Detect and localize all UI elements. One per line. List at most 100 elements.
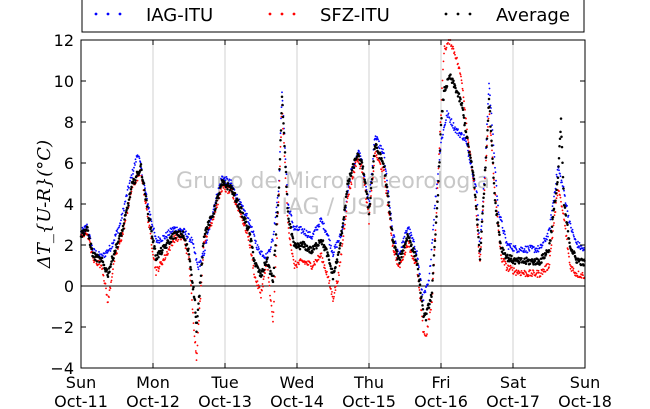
data-point — [140, 168, 143, 172]
data-point — [450, 44, 453, 46]
data-point — [387, 191, 390, 193]
data-point — [145, 201, 147, 204]
data-point — [570, 226, 572, 229]
data-point — [206, 227, 209, 231]
data-point — [573, 235, 575, 238]
data-point — [160, 261, 162, 263]
data-point — [247, 217, 250, 220]
data-point — [445, 114, 448, 117]
data-point — [319, 256, 321, 259]
data-point — [269, 269, 272, 273]
data-point — [366, 201, 368, 204]
data-point — [533, 246, 535, 248]
data-point — [457, 134, 460, 137]
data-point — [447, 112, 450, 115]
data-point — [256, 284, 258, 287]
data-point — [574, 238, 577, 241]
data-point — [365, 185, 367, 188]
data-point — [541, 252, 545, 256]
data-point — [430, 291, 434, 294]
data-point — [102, 274, 105, 277]
data-point — [452, 127, 454, 129]
data-point — [155, 274, 157, 276]
data-point — [341, 222, 345, 225]
data-point — [354, 161, 357, 164]
data-point — [547, 248, 551, 252]
data-point — [575, 272, 578, 275]
data-point — [98, 251, 100, 253]
data-point — [564, 227, 567, 230]
data-point — [108, 249, 110, 251]
data-point — [461, 87, 464, 90]
data-point — [280, 106, 283, 108]
data-point — [271, 315, 274, 318]
data-point — [482, 192, 486, 196]
data-point — [567, 214, 570, 217]
data-point — [365, 190, 368, 193]
data-point — [461, 108, 465, 112]
data-point — [104, 252, 106, 255]
data-point — [295, 228, 297, 231]
data-point — [276, 201, 278, 204]
data-point — [409, 241, 412, 244]
data-point — [184, 239, 187, 242]
data-point — [372, 170, 375, 173]
data-point — [512, 273, 515, 275]
data-point — [159, 246, 163, 250]
data-point — [338, 235, 341, 238]
data-point — [499, 241, 502, 245]
data-point — [276, 197, 279, 199]
data-point — [543, 237, 546, 240]
data-point — [358, 150, 360, 153]
data-point — [434, 221, 438, 224]
x-tick-label-day: Thu — [353, 373, 384, 392]
data-point — [401, 241, 403, 244]
data-point — [450, 118, 453, 120]
data-point — [252, 264, 255, 267]
data-point — [103, 280, 105, 282]
data-point — [151, 225, 154, 228]
data-point — [101, 260, 105, 264]
data-point — [480, 228, 482, 231]
data-point — [122, 233, 124, 236]
data-point — [532, 270, 535, 272]
data-point — [334, 266, 337, 269]
data-point — [331, 249, 333, 252]
data-point — [341, 228, 344, 231]
data-point — [238, 202, 241, 206]
data-point — [480, 225, 483, 228]
data-point — [154, 266, 157, 268]
data-point — [467, 141, 470, 144]
data-point — [425, 312, 428, 316]
data-point — [485, 154, 488, 157]
data-point — [492, 176, 495, 180]
data-point — [168, 246, 171, 248]
data-point — [395, 250, 399, 253]
data-point — [451, 124, 454, 127]
data-point — [537, 245, 539, 247]
data-point — [281, 91, 283, 94]
data-point — [188, 260, 192, 263]
data-point — [331, 291, 333, 293]
data-point — [149, 213, 152, 216]
data-point — [433, 239, 437, 243]
data-point — [305, 261, 308, 264]
data-point — [277, 190, 280, 193]
y-tick-label: 0 — [64, 277, 74, 296]
data-point — [458, 67, 461, 70]
data-point — [288, 232, 290, 234]
data-point — [511, 261, 515, 265]
legend-entry: Average — [444, 5, 570, 26]
data-point — [561, 175, 565, 179]
data-point — [556, 181, 559, 184]
data-point — [307, 235, 310, 237]
data-point — [355, 165, 357, 168]
data-point — [146, 212, 150, 216]
data-point — [573, 251, 576, 255]
data-point — [153, 245, 156, 248]
data-point — [307, 248, 311, 251]
data-point — [345, 215, 347, 218]
data-point — [149, 226, 153, 229]
data-point — [352, 176, 354, 179]
data-point — [491, 157, 494, 160]
